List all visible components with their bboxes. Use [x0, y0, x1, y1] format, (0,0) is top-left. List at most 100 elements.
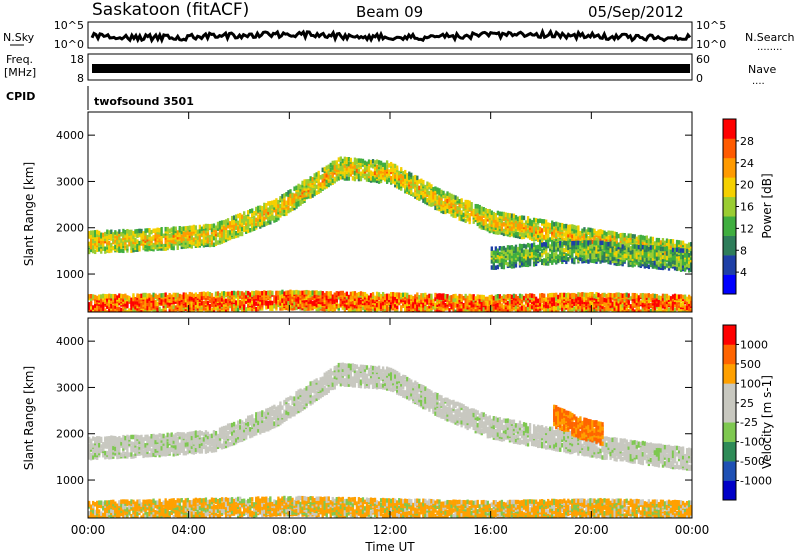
heatmap-cell [200, 226, 204, 232]
heatmap-cell [275, 204, 278, 210]
heatmap-cell [124, 240, 127, 245]
heatmap-cell [502, 299, 506, 304]
heatmap-cell [392, 303, 395, 308]
heatmap-cell [516, 256, 520, 262]
heatmap-cell [512, 261, 516, 267]
heatmap-cell [232, 301, 236, 307]
heatmap-cell [267, 290, 270, 296]
heatmap-cell [255, 211, 258, 216]
heatmap-cell [144, 235, 147, 240]
heatmap-cell [128, 241, 131, 247]
heatmap-cell [522, 304, 526, 310]
heatmap-cell [295, 305, 298, 311]
heatmap-cell [408, 184, 411, 190]
heatmap-cell [458, 199, 461, 204]
heatmap-cell [615, 249, 618, 254]
heatmap-cell [587, 248, 590, 254]
heatmap-cell [512, 220, 516, 226]
heatmap-cell [536, 244, 540, 250]
heatmap-cell [277, 215, 280, 221]
heatmap-cell [140, 302, 143, 307]
heatmap-cell [190, 306, 193, 311]
heatmap-cell [536, 309, 540, 312]
heatmap-cell [538, 231, 542, 236]
heatmap-cell [500, 214, 504, 220]
heatmap-cell [333, 176, 336, 182]
heatmap-cell [565, 256, 568, 261]
heatmap-cell [307, 297, 310, 302]
heatmap-cell [494, 299, 497, 304]
heatmap-cell [218, 220, 222, 226]
heatmap-cell [426, 300, 429, 305]
heatmap-cell [587, 236, 590, 241]
heatmap-cell [190, 231, 193, 236]
heatmap-cell [651, 236, 655, 242]
heatmap-cell [387, 169, 391, 174]
heatmap-cell [118, 246, 121, 251]
heatmap-cell [657, 241, 661, 247]
heatmap-cell [639, 246, 642, 252]
heatmap-cell [347, 307, 351, 312]
heatmap-cell [561, 301, 564, 306]
heatmap-cell [357, 300, 361, 305]
heatmap-cell [164, 226, 167, 232]
heatmap-cell [492, 211, 495, 217]
heatmap-cell [230, 304, 234, 310]
heatmap-cell [524, 230, 528, 236]
heatmap-cell [500, 306, 504, 312]
heatmap-cell [683, 260, 687, 266]
heatmap-cell [450, 193, 453, 199]
heatmap-cell [222, 291, 226, 296]
heatmap-cell [545, 248, 548, 254]
heatmap-cell [261, 295, 264, 301]
heatmap-cell [490, 210, 493, 215]
heatmap-cell [579, 304, 582, 310]
heatmap-cell [166, 229, 169, 234]
heatmap-cell [299, 302, 302, 308]
heatmap-cell [504, 212, 508, 217]
heatmap-cell [379, 296, 383, 302]
heatmap-cell [110, 293, 113, 299]
heatmap-cell [643, 261, 646, 267]
heatmap-cell [496, 219, 500, 225]
nave-dots: .... [752, 76, 765, 87]
heatmap-cell [627, 260, 630, 265]
heatmap-cell [140, 235, 143, 240]
heatmap-cell [422, 303, 425, 308]
heatmap-cell [512, 226, 516, 232]
heatmap-cell [369, 160, 373, 165]
heatmap-cell [617, 233, 620, 239]
heatmap-cell [428, 185, 431, 190]
heatmap-cell [148, 296, 151, 301]
heatmap-cell [130, 229, 133, 235]
heatmap-cell [369, 176, 373, 181]
heatmap-cell [442, 190, 445, 196]
heatmap-cell [669, 239, 673, 244]
heatmap-cell [685, 265, 689, 270]
heatmap-cell [579, 240, 582, 246]
heatmap-cell [444, 293, 447, 299]
heatmap-cell [259, 217, 262, 222]
heatmap-cell [446, 194, 449, 199]
heatmap-cell [434, 199, 437, 204]
heatmap-cell [472, 213, 475, 218]
heatmap-cell [601, 233, 604, 239]
heatmap-cell [311, 295, 314, 301]
heatmap-cell [265, 296, 268, 301]
heatmap-cell [587, 254, 590, 259]
heatmap-cell [279, 203, 282, 209]
heatmap-cell [377, 300, 381, 306]
heatmap-cell [359, 171, 363, 176]
heatmap-cell [516, 250, 520, 255]
heatmap-cell [116, 243, 119, 249]
heatmap-cell [426, 181, 429, 187]
heatmap-cell [528, 218, 532, 224]
heatmap-cell [116, 295, 119, 300]
heatmap-cell [589, 252, 592, 257]
heatmap-cell [255, 292, 258, 298]
heatmap-cell [494, 294, 497, 300]
heatmap-cell [355, 158, 359, 163]
heatmap-cell [538, 226, 542, 232]
heatmap-cell [273, 295, 276, 300]
heatmap-cell [567, 292, 570, 298]
